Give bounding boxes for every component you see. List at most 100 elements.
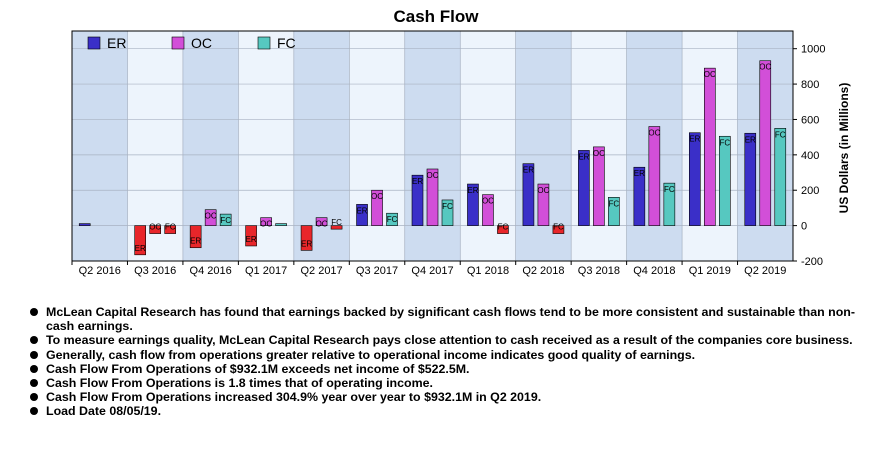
bar-label: ER (412, 177, 423, 186)
bar-label: FC (498, 223, 509, 232)
bar-label: OC (205, 212, 217, 221)
bar-label: ER (190, 237, 201, 246)
bar-oc (537, 183, 550, 226)
bar-label: ER (246, 235, 257, 244)
bullet-icon (30, 379, 38, 388)
column-band (127, 31, 183, 261)
bar-oc (482, 194, 494, 226)
y-axis-label: US Dollars (in Millions) (837, 83, 851, 214)
bar-fc (219, 213, 232, 226)
x-tick-label: Q2 2018 (522, 265, 564, 277)
bullet-icon (30, 407, 38, 416)
notes-list: McLean Capital Research has found that e… (30, 305, 880, 419)
bar-label: OC (482, 197, 494, 206)
bar-label: OC (704, 70, 716, 79)
bar-er (578, 150, 590, 226)
note-item: Cash Flow From Operations increased 304.… (30, 390, 880, 404)
bar-oc (149, 225, 161, 234)
bullet-icon (30, 350, 38, 359)
bar-fc (497, 225, 509, 234)
bar-label: FC (220, 216, 231, 225)
x-tick-label: Q1 2018 (467, 265, 509, 277)
bar-er (522, 163, 535, 226)
bar-label: FC (553, 223, 564, 232)
bar-oc (315, 217, 328, 226)
bar-label: FC (719, 138, 730, 147)
bar-label: FC (387, 215, 398, 224)
x-tick-label: Q3 2016 (134, 265, 176, 277)
y-tick-label: 0 (801, 221, 807, 233)
y-tick-label: 800 (801, 79, 819, 91)
bar-fc (275, 223, 287, 226)
bar-er (744, 132, 757, 226)
note-item: McLean Capital Research has found that e… (30, 305, 880, 333)
bar-er (78, 223, 91, 226)
bar-oc (704, 67, 716, 226)
column-band (571, 31, 627, 261)
bar-label: ER (634, 169, 645, 178)
y-tick-label: 1000 (801, 44, 825, 56)
bar-fc (608, 197, 620, 226)
bar-label: ER (689, 135, 700, 144)
bar-label: FC (775, 130, 786, 139)
bar-oc (648, 126, 661, 226)
bar-oc (759, 60, 772, 226)
column-band (404, 31, 461, 261)
y-tick-label: 200 (801, 185, 819, 197)
legend-label-er: ER (107, 35, 126, 51)
bar-label: OC (149, 223, 161, 232)
bar-fc (719, 135, 731, 226)
bullet-icon (30, 364, 38, 373)
bar-label: FC (664, 185, 675, 194)
note-item: Cash Flow From Operations is 1.8 times t… (30, 376, 880, 390)
y-tick-label: -200 (801, 256, 823, 268)
bar-label: OC (759, 63, 771, 72)
x-tick-label: Q3 2017 (356, 265, 398, 277)
chart-title: Cash Flow (393, 7, 479, 26)
bar-label: ER (356, 206, 367, 215)
x-tick-label: Q1 2019 (689, 265, 731, 277)
bar-label: OC (260, 220, 272, 229)
bar-label: ER (578, 152, 589, 161)
x-tick-label: Q4 2017 (411, 265, 453, 277)
bar-er (245, 225, 257, 247)
plot-frame (71, 30, 794, 262)
note-item: Cash Flow From Operations of $932.1M exc… (30, 362, 880, 376)
bar-er (356, 204, 368, 226)
bar-label: FC (609, 199, 620, 208)
bar-label: FC (331, 218, 342, 227)
bar-label: ER (523, 166, 534, 175)
bullet-icon (30, 393, 38, 402)
bar-fc (164, 225, 176, 234)
bar-label: FC (442, 202, 453, 211)
bullet-icon (30, 308, 38, 316)
column-band (72, 31, 128, 261)
bar-er (189, 225, 202, 249)
bar-er (411, 174, 424, 226)
bullet-icon (30, 336, 38, 345)
column-band (349, 31, 405, 261)
bar-er (134, 225, 146, 256)
x-tick-label: Q4 2016 (190, 265, 232, 277)
y-tick-label: 600 (801, 114, 819, 126)
bar-label: ER (467, 186, 478, 195)
bar-fc (663, 182, 676, 226)
bar-er (300, 225, 313, 251)
x-tick-label: Q4 2018 (633, 265, 675, 277)
bar-er (689, 132, 701, 226)
legend-swatch-oc (171, 36, 185, 50)
bar-label: OC (537, 186, 549, 195)
x-tick-label: Q1 2017 (245, 265, 287, 277)
bar-fc (552, 225, 565, 234)
y-tick-label: 400 (801, 150, 819, 162)
bar-label: OC (371, 192, 383, 201)
bar-oc (593, 146, 605, 226)
bar-oc (426, 168, 439, 226)
cash-flow-chart: Cash Flow -200 0 200 400 600 800 1000 ER ER ER ER E… (71, 7, 851, 277)
bar-label: FC (165, 223, 176, 232)
plot-area: -200 0 200 400 600 800 1000 ER ER ER ER ER ER ER ER ER E… (71, 30, 825, 277)
bar-oc (371, 189, 383, 226)
x-tick-label: Q2 2019 (744, 265, 786, 277)
legend-swatch-er (87, 36, 101, 50)
bar-oc (204, 209, 217, 226)
